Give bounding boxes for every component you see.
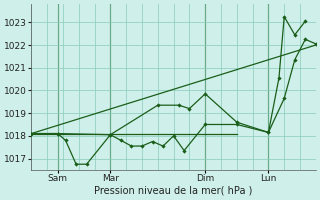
X-axis label: Pression niveau de la mer( hPa ): Pression niveau de la mer( hPa )	[94, 186, 253, 196]
